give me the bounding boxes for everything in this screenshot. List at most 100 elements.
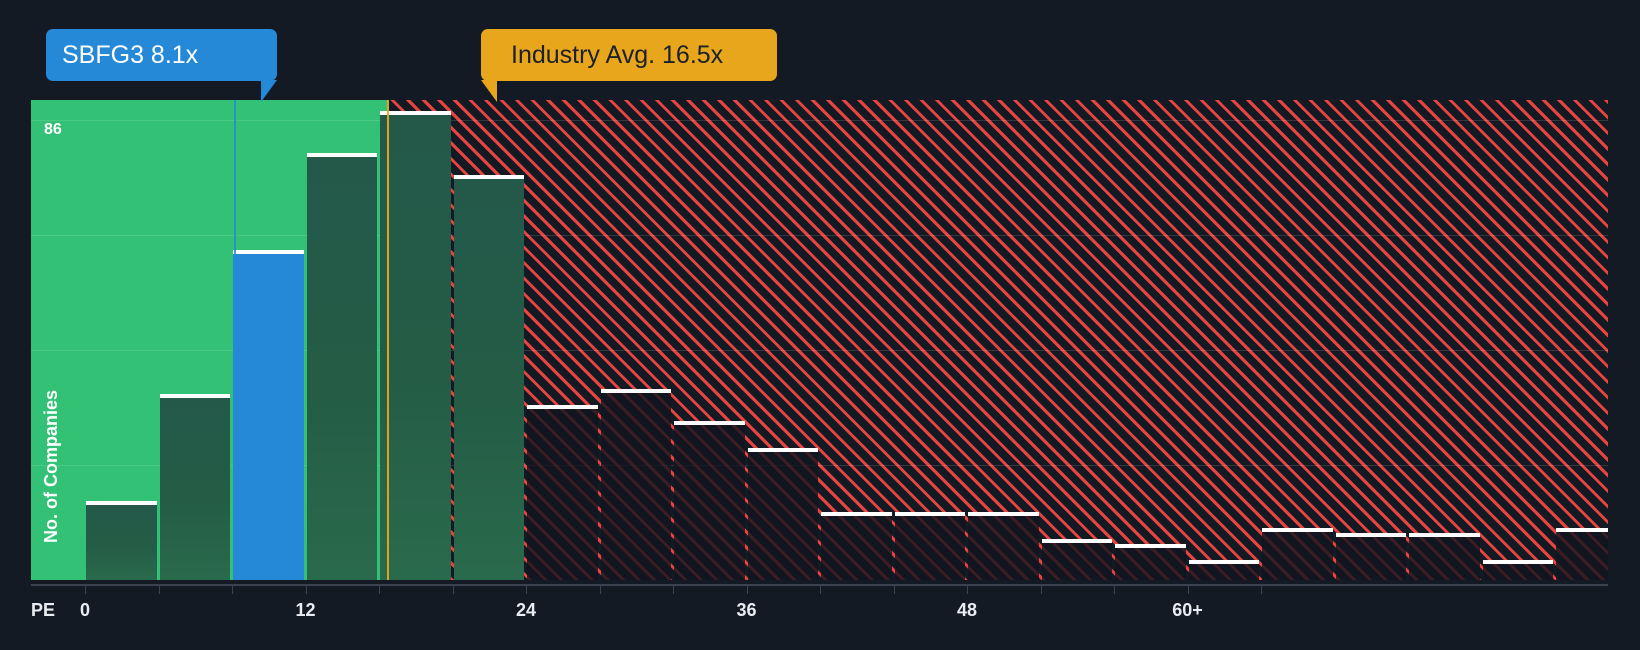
industry-callout[interactable]: Industry Avg. 16.5x <box>481 29 777 81</box>
bar-cap <box>306 153 377 158</box>
bar-cap <box>600 388 671 393</box>
bar-fill <box>1041 542 1112 580</box>
bar-4-8[interactable] <box>159 394 230 580</box>
bar-12-16[interactable] <box>306 153 377 580</box>
bar-fill <box>600 392 671 580</box>
bar-cap <box>453 174 524 179</box>
bar-cap <box>1409 533 1480 538</box>
overvalued-zone <box>388 100 1608 580</box>
x-tick <box>1040 584 1042 594</box>
bar-fill <box>233 253 304 580</box>
bar-48-52[interactable] <box>968 511 1039 580</box>
bar-fill <box>86 505 157 580</box>
bar-72+[interactable] <box>1409 533 1480 580</box>
bar-cap <box>1041 538 1112 543</box>
x-tick-label-12: 12 <box>295 600 316 620</box>
bar-fill <box>453 178 524 580</box>
bar-60-64[interactable] <box>1188 559 1259 580</box>
gridline-1 <box>31 235 1608 236</box>
bar-cap <box>159 394 230 399</box>
bar-64+[interactable] <box>1262 527 1333 580</box>
bar-56-60[interactable] <box>1115 543 1186 580</box>
bar-28-32[interactable] <box>600 388 671 580</box>
industry-marker-line <box>387 100 390 580</box>
bar-fill <box>968 515 1039 580</box>
bar-fill <box>159 398 230 580</box>
bar-76+[interactable] <box>1482 559 1553 580</box>
bar-fill <box>747 451 818 580</box>
x-tick-label-0: 0 <box>79 600 91 620</box>
bar-80+[interactable] <box>1556 527 1608 580</box>
bar-44-48[interactable] <box>894 511 965 580</box>
x-tick <box>673 584 674 594</box>
bar-cap <box>821 511 892 516</box>
company-callout[interactable]: SBFG3 8.1x <box>46 29 277 81</box>
industry-callout-tail <box>481 80 497 102</box>
gridline-2 <box>31 350 1608 351</box>
gridline-3 <box>31 465 1608 466</box>
bar-0-4[interactable] <box>86 501 157 580</box>
bar-36-40[interactable] <box>747 447 818 580</box>
bar-32-36[interactable] <box>674 420 745 580</box>
x-tick <box>746 584 748 594</box>
bar-40-44[interactable] <box>821 511 892 580</box>
bar-cap <box>1556 527 1608 532</box>
x-tick <box>305 584 307 594</box>
x-tick-label-24: 24 <box>515 600 537 620</box>
bar-cap <box>527 404 598 409</box>
x-tick <box>820 584 821 594</box>
bar-fill <box>1409 537 1480 580</box>
bar-fill <box>1556 531 1608 580</box>
x-tick <box>379 584 380 594</box>
x-tick <box>1187 584 1189 594</box>
bar-fill <box>1188 563 1259 580</box>
x-tick-label-36: 36 <box>736 600 757 620</box>
bar-fill <box>894 515 965 580</box>
bar-fill <box>1115 547 1186 580</box>
bar-cap <box>968 511 1039 516</box>
x-tick-label-60+: 60+ <box>1172 600 1203 620</box>
bar-cap <box>86 501 157 506</box>
x-tick <box>893 584 895 594</box>
x-tick <box>158 584 160 594</box>
x-tick <box>85 584 86 594</box>
bar-cap <box>747 447 818 452</box>
x-tick <box>599 584 601 594</box>
company-callout-label: SBFG3 8.1x <box>62 40 199 69</box>
bar-cap <box>674 420 745 425</box>
bar-8-12[interactable] <box>233 249 304 580</box>
x-axis-line <box>31 584 1608 586</box>
bar-20-24[interactable] <box>453 174 524 580</box>
x-tick <box>526 584 527 594</box>
bar-fill <box>306 157 377 580</box>
bar-cap <box>233 249 304 254</box>
bar-24-28[interactable] <box>527 404 598 580</box>
y-axis-max-label: 86 <box>44 121 62 138</box>
bar-fill <box>1262 531 1333 580</box>
bar-fill <box>1335 537 1406 580</box>
x-tick <box>452 584 454 594</box>
bar-cap <box>1262 527 1333 532</box>
bar-cap <box>894 511 965 516</box>
x-tick <box>1114 584 1115 594</box>
company-marker-line <box>233 100 236 254</box>
x-tick <box>232 584 233 594</box>
bar-cap <box>1335 533 1406 538</box>
x-tick <box>1261 584 1262 594</box>
bar-16-20[interactable] <box>380 110 451 580</box>
bar-52-56[interactable] <box>1041 538 1112 580</box>
bar-cap <box>1188 559 1259 564</box>
company-callout-tail <box>261 80 277 102</box>
x-tick <box>967 584 968 594</box>
bar-fill <box>1482 563 1553 580</box>
gridline-0 <box>31 120 1608 121</box>
x-tick-label-48: 48 <box>956 600 978 620</box>
bar-68+[interactable] <box>1335 533 1406 580</box>
bar-fill <box>674 424 745 580</box>
bar-cap <box>1482 559 1553 564</box>
industry-callout-label: Industry Avg. 16.5x <box>511 40 724 69</box>
bar-fill <box>821 515 892 580</box>
x-axis-prefix-label: PE <box>31 600 56 620</box>
bar-fill <box>527 408 598 580</box>
